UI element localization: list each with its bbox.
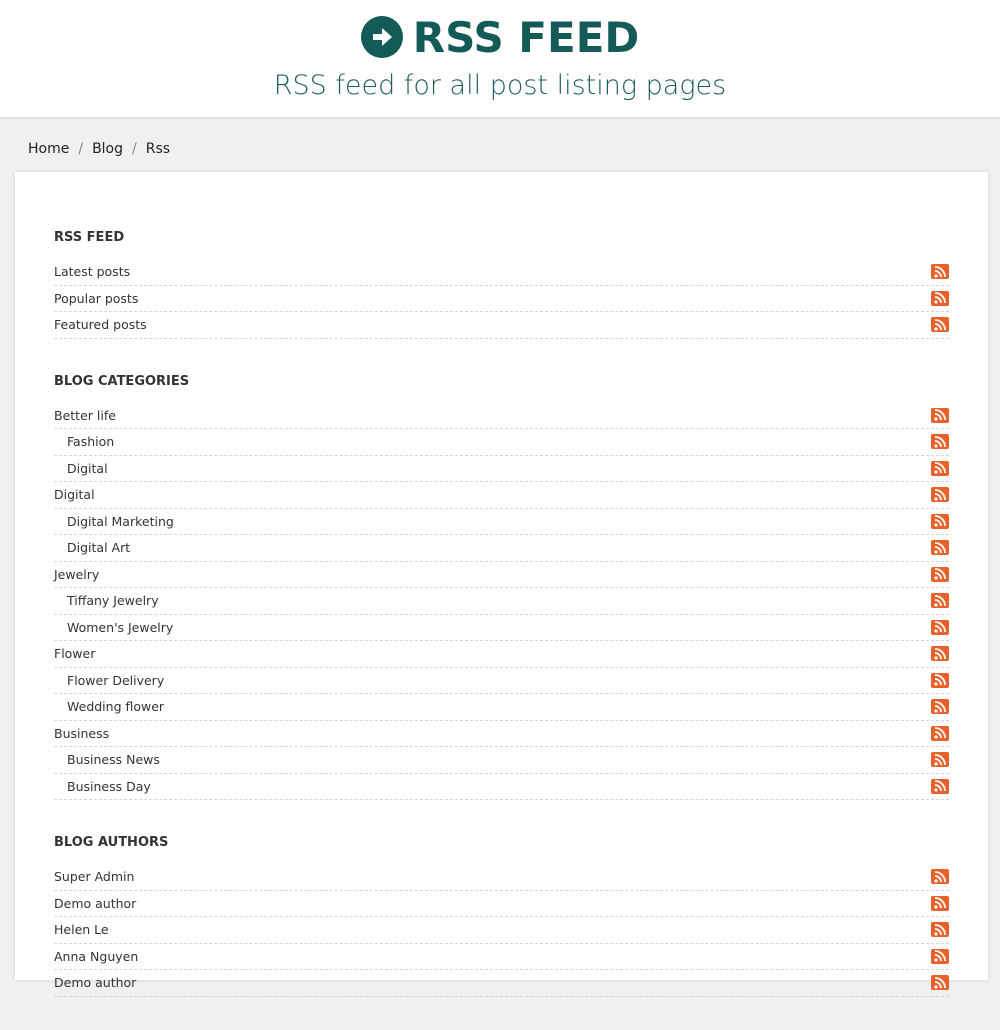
rss-icon[interactable]	[931, 434, 949, 450]
rss-icon[interactable]	[931, 672, 949, 688]
rss-icon[interactable]	[931, 513, 949, 529]
rss-content: RSS FEED Latest posts Popular posts Feature…	[54, 228, 949, 1030]
feed-row: Demo author	[54, 970, 949, 997]
rss-icon[interactable]	[931, 619, 949, 635]
rss-icon[interactable]	[931, 895, 949, 911]
rss-card: RSS FEED Latest posts Popular posts Feature…	[15, 172, 988, 997]
feed-row: Flower Delivery	[54, 668, 949, 694]
feed-row: Anna Nguyen	[54, 944, 949, 970]
rss-icon[interactable]	[931, 317, 949, 333]
rss-icon[interactable]	[931, 778, 949, 794]
feed-row: Jewelry	[54, 562, 949, 588]
page-subtitle: RSS feed for all post listing pages	[273, 70, 727, 101]
breadcrumb-rss: Rss	[145, 141, 171, 157]
section: BLOG CATEGORIES Better life Fashion Digital…	[54, 372, 949, 800]
feed-row: Digital	[54, 456, 949, 482]
section-title: BLOG CATEGORIES	[54, 373, 190, 389]
feed-row: Business News	[54, 747, 949, 774]
feed-row: Women's Jewelry	[54, 615, 949, 641]
feed-row: Demo author	[54, 891, 949, 917]
feed-row: Fashion	[54, 429, 949, 456]
feed-link[interactable]: Featured posts	[54, 317, 147, 333]
rss-icon[interactable]	[931, 407, 949, 423]
feed-row: Helen Le	[54, 917, 949, 944]
rss-icon[interactable]	[931, 922, 949, 938]
feed-row: Digital Art	[54, 535, 949, 562]
feed-link[interactable]: Business Day	[67, 778, 151, 794]
feed-link[interactable]: Super Admin	[54, 869, 135, 885]
feed-link[interactable]: Latest posts	[54, 264, 131, 280]
section-title: RSS FEED	[54, 230, 125, 245]
feed-link[interactable]: Digital Marketing	[67, 513, 174, 529]
feed-row: Tiffany Jewelry	[54, 588, 949, 615]
breadcrumb-home[interactable]: Home	[28, 141, 70, 157]
feed-link[interactable]: Helen Le	[54, 922, 109, 938]
feed-link[interactable]: Fashion	[67, 434, 115, 450]
section-title: BLOG AUTHORS	[54, 835, 169, 850]
rss-icon[interactable]	[931, 566, 949, 582]
feed-link[interactable]: Flower	[54, 646, 96, 662]
title-text: RSS FEED	[412, 12, 640, 62]
breadcrumb: Home / Blog / Rss	[28, 141, 171, 157]
feed-link[interactable]: Popular posts	[54, 290, 139, 306]
feed-link[interactable]: Business News	[67, 752, 160, 768]
rss-icon[interactable]	[931, 975, 949, 991]
feed-row: Business Day	[54, 774, 949, 800]
feed-row: Latest posts	[54, 259, 949, 286]
rss-icon[interactable]	[931, 948, 949, 964]
feed-row: Popular posts	[54, 286, 949, 312]
feed-link[interactable]: Flower Delivery	[67, 672, 165, 688]
page-header: RSS FEED RSS feed for all post listing p…	[0, 0, 1000, 119]
feed-row: Wedding flower	[54, 694, 949, 721]
feed-link[interactable]: Tiffany Jewelry	[67, 593, 159, 609]
rss-icon[interactable]	[931, 264, 949, 280]
feed-link[interactable]: Demo author	[54, 975, 137, 991]
feed-row: Super Admin	[54, 864, 949, 891]
feed-link[interactable]: Digital	[67, 460, 108, 476]
rss-icon[interactable]	[931, 725, 949, 741]
rss-icon[interactable]	[931, 593, 949, 609]
breadcrumb-blog[interactable]: Blog	[92, 141, 124, 157]
section: BLOG AUTHORS Super Admin Demo author Helen …	[54, 833, 949, 997]
feed-row: Business	[54, 721, 949, 747]
feed-link[interactable]: Jewelry	[54, 566, 100, 582]
section: RSS FEED Latest posts Popular posts Feature…	[54, 228, 949, 339]
feed-link[interactable]: Business	[54, 725, 110, 741]
feed-link[interactable]: Women's Jewelry	[67, 619, 174, 635]
feed-row: Digital Marketing	[54, 509, 949, 535]
rss-icon[interactable]	[931, 487, 949, 503]
feed-link[interactable]: Digital	[54, 487, 95, 503]
arrow-circle-right-icon	[360, 16, 403, 58]
rss-icon[interactable]	[931, 540, 949, 556]
feed-row: Digital	[54, 482, 949, 509]
feed-row: Flower	[54, 641, 949, 668]
rss-icon[interactable]	[931, 752, 949, 768]
page-title: RSS FEED	[0, 0, 1000, 62]
rss-icon[interactable]	[931, 646, 949, 662]
feed-row: Featured posts	[54, 312, 949, 339]
feed-link[interactable]: Anna Nguyen	[54, 948, 139, 964]
feed-row: Better life	[54, 403, 949, 429]
rss-icon[interactable]	[931, 460, 949, 476]
feed-link[interactable]: Demo author	[54, 895, 137, 911]
feed-link[interactable]: Digital Art	[67, 540, 131, 556]
feed-link[interactable]: Better life	[54, 407, 116, 423]
rss-icon[interactable]	[931, 869, 949, 885]
rss-icon[interactable]	[931, 290, 949, 306]
rss-icon[interactable]	[931, 699, 949, 715]
feed-link[interactable]: Wedding flower	[67, 699, 165, 715]
